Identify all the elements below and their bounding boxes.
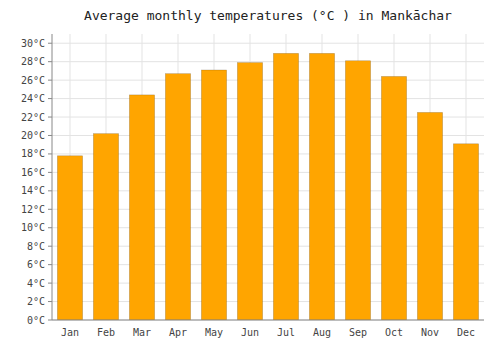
y-tick [48, 320, 52, 321]
bar [201, 70, 226, 320]
x-tick-label: Jan [61, 327, 79, 338]
x-tick-label: Jul [277, 327, 295, 338]
x-tick-label: Jun [241, 327, 259, 338]
y-tick-label: 16°C [21, 167, 45, 178]
x-tick-label: Oct [385, 327, 403, 338]
y-tick [48, 80, 52, 81]
y-tick [48, 190, 52, 191]
bars [57, 53, 478, 320]
y-tick [48, 209, 52, 210]
y-tick-label: 2°C [27, 296, 45, 307]
y-tick-label: 20°C [21, 130, 45, 141]
y-tick-label: 18°C [21, 148, 45, 159]
bar [129, 95, 154, 320]
y-axis-line [52, 34, 53, 320]
y-tick [48, 117, 52, 118]
y-tick-label: 22°C [21, 112, 45, 123]
grid-line-y [52, 61, 484, 62]
y-tick [48, 172, 52, 173]
x-tick-label: May [205, 327, 223, 338]
bar [309, 53, 334, 320]
x-tick-label: Mar [133, 327, 151, 338]
y-tick-label: 8°C [27, 241, 45, 252]
bar [417, 112, 442, 320]
y-tick-label: 24°C [21, 93, 45, 104]
chart-container: Average monthly temperatures (°C ) in Ma… [0, 0, 500, 350]
y-tick [48, 43, 52, 44]
y-tick [48, 153, 52, 154]
y-tick-label: 6°C [27, 259, 45, 270]
y-tick-label: 4°C [27, 278, 45, 289]
y-tick [48, 246, 52, 247]
y-tick-label: 12°C [21, 204, 45, 215]
grid [52, 34, 484, 320]
bar [237, 63, 262, 320]
title: Average monthly temperatures (°C ) in Ma… [84, 8, 452, 23]
y-tick [48, 98, 52, 99]
x-axis-line [52, 320, 484, 321]
chart-svg: Average monthly temperatures (°C ) in Ma… [0, 0, 500, 350]
x-tick-label: Aug [313, 327, 331, 338]
y-tick [48, 264, 52, 265]
y-tick-label: 0°C [27, 315, 45, 326]
grid-line-y [52, 98, 484, 99]
x-tick-label: Apr [169, 327, 187, 338]
y-tick [48, 301, 52, 302]
x-tick-label: Dec [457, 327, 475, 338]
x-tick-label: Sep [349, 327, 367, 338]
bar [381, 76, 406, 320]
grid-line-y [52, 43, 484, 44]
y-tick [48, 283, 52, 284]
bar [165, 74, 190, 320]
y-tick [48, 61, 52, 62]
y-tick [48, 227, 52, 228]
bar [93, 134, 118, 320]
grid-line-y [52, 80, 484, 81]
y-tick-label: 26°C [21, 75, 45, 86]
bar [57, 156, 82, 320]
y-tick-label: 14°C [21, 185, 45, 196]
grid-line-y [52, 320, 484, 321]
y-tick-label: 28°C [21, 56, 45, 67]
x-tick-label: Nov [421, 327, 439, 338]
axes: 0°C 2°C 4°C 6°C 8°C 10°C 12°C 14°C 16°C 18°C 20°C 2… [21, 34, 484, 338]
x-tick-label: Feb [97, 327, 115, 338]
bar [453, 144, 478, 320]
y-tick-label: 30°C [21, 38, 45, 49]
y-tick [48, 135, 52, 136]
bar [345, 61, 370, 320]
y-tick-label: 10°C [21, 222, 45, 233]
bar [273, 53, 298, 320]
